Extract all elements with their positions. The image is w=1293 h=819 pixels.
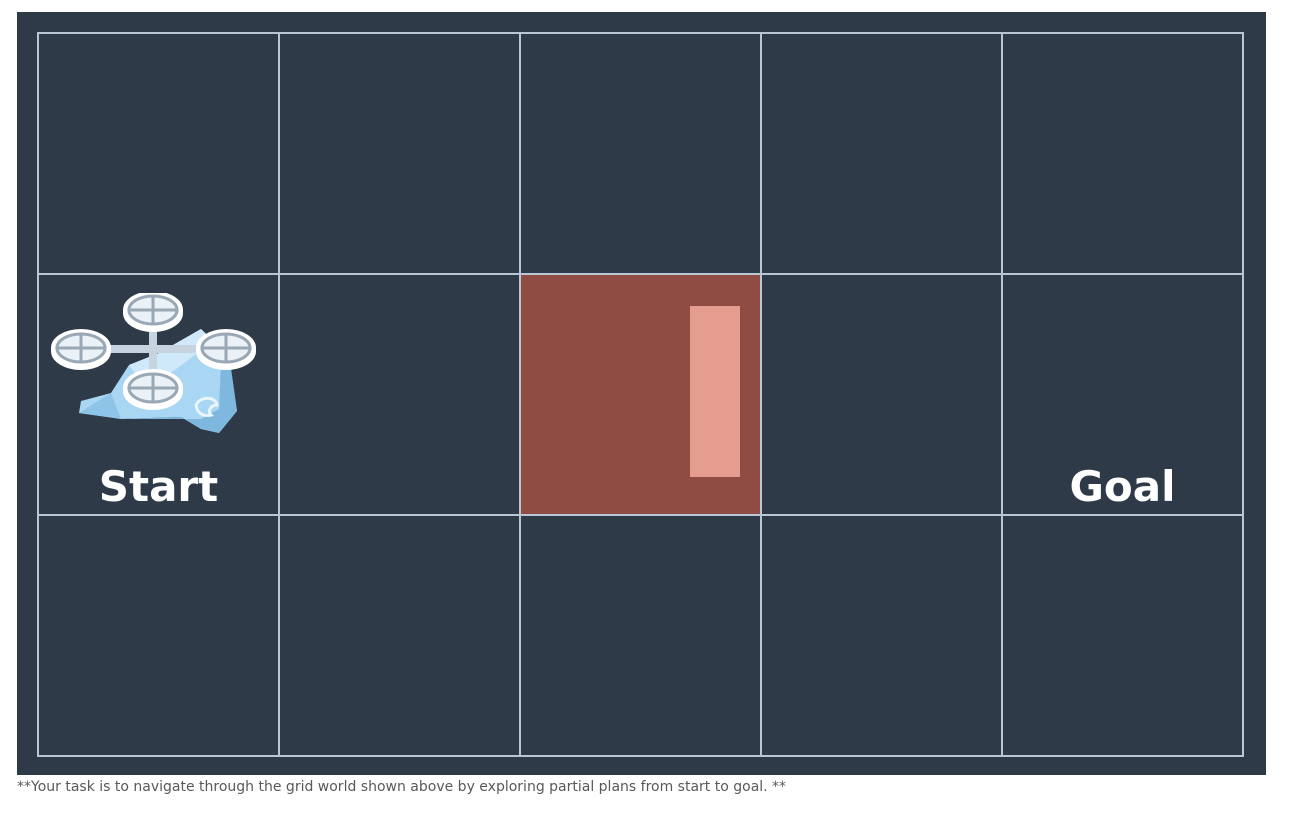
grid-cell-r0-c1	[278, 32, 521, 275]
caption: **Your task is to navigate through the g…	[17, 779, 787, 795]
grid-world-board: Start Goal	[17, 12, 1266, 775]
grid-cell-r2-c4	[1001, 514, 1244, 757]
grid-cell-r0-c4	[1001, 32, 1244, 275]
grid-cell-r0-c0	[37, 32, 280, 275]
start-label: Start	[98, 461, 219, 511]
goal-cell: Goal	[1001, 273, 1244, 516]
grid-cell-r2-c3	[760, 514, 1003, 757]
grid-cell-r0-c2	[519, 32, 762, 275]
grid-cell-r2-c2	[519, 514, 762, 757]
grid-cell-r1-c1	[278, 273, 521, 516]
quadcopter-drone-icon	[51, 291, 261, 447]
grid-cell-r1-c3	[760, 273, 1003, 516]
start-cell: Start	[37, 273, 280, 516]
grid-cell-r0-c3	[760, 32, 1003, 275]
obstacle-block	[690, 306, 740, 477]
grid-cell-r2-c0	[37, 514, 280, 757]
obstacle-cell	[519, 273, 762, 516]
goal-label: Goal	[1069, 461, 1176, 511]
grid-cell-r2-c1	[278, 514, 521, 757]
